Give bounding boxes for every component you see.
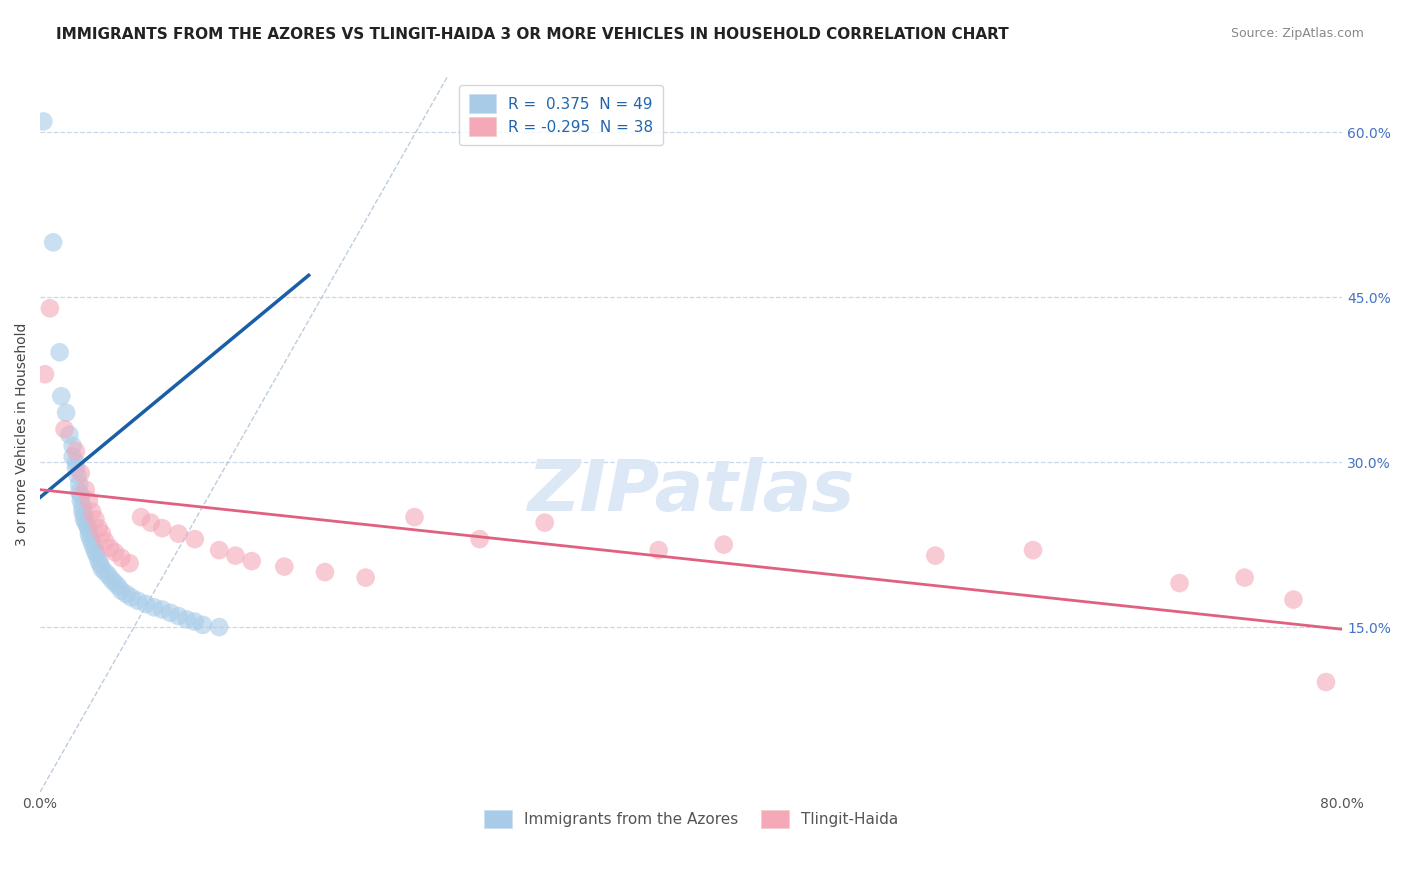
Point (159, 606, 181, 620)
Point (191, 618, 214, 632)
Point (51, 389, 73, 403)
Point (73, 512, 96, 526)
Point (65, 455, 87, 469)
Point (98, 541, 121, 555)
Point (110, 583, 132, 598)
Point (87, 554, 110, 568)
Point (176, 612, 198, 626)
Point (69, 466, 91, 480)
Point (65, 460, 87, 475)
Point (647, 543, 669, 558)
Point (94, 565, 117, 579)
Point (314, 565, 336, 579)
Point (62, 450, 84, 464)
Point (120, 591, 142, 605)
Point (91, 562, 114, 576)
Point (533, 516, 555, 530)
Point (118, 557, 141, 571)
Point (127, 593, 149, 607)
Point (86, 549, 108, 563)
Legend: Immigrants from the Azores, Tlingit-Haida: Immigrants from the Azores, Tlingit-Haid… (478, 804, 904, 834)
Point (150, 602, 173, 616)
Y-axis label: 3 or more Vehicles in Household: 3 or more Vehicles in Household (15, 323, 30, 547)
Point (77, 527, 100, 541)
Point (1168, 576, 1191, 591)
Point (62, 439, 84, 453)
Point (72, 499, 94, 513)
Point (184, 532, 207, 546)
Point (77, 493, 100, 508)
Point (404, 510, 426, 524)
Point (107, 579, 129, 593)
Point (32, 114, 55, 128)
Point (208, 620, 231, 634)
Point (66, 468, 89, 483)
Point (75, 516, 97, 530)
Point (58, 427, 80, 442)
Point (77, 524, 100, 538)
Point (713, 538, 735, 552)
Point (139, 516, 162, 530)
Point (79, 532, 101, 546)
Point (91, 526, 114, 541)
Text: ZIPatlas: ZIPatlas (527, 458, 855, 526)
Point (38, 301, 60, 316)
Point (83, 541, 105, 555)
Point (354, 571, 377, 585)
Point (115, 587, 138, 601)
Point (69, 493, 91, 508)
Point (76, 519, 98, 533)
Text: IMMIGRANTS FROM THE AZORES VS TLINGIT-HAIDA 3 OR MORE VEHICLES IN HOUSEHOLD CORR: IMMIGRANTS FROM THE AZORES VS TLINGIT-HA… (56, 27, 1010, 42)
Point (69, 488, 91, 502)
Point (42, 235, 65, 250)
Point (104, 576, 127, 591)
Point (1315, 675, 1337, 690)
Point (110, 550, 132, 565)
Point (104, 545, 127, 559)
Point (67, 477, 90, 491)
Point (82, 505, 104, 519)
Point (84, 545, 107, 559)
Point (143, 600, 166, 615)
Point (135, 597, 157, 611)
Point (240, 554, 263, 568)
Point (94, 534, 117, 549)
Point (34, 368, 56, 382)
Point (87, 521, 110, 535)
Point (73, 508, 96, 522)
Point (167, 526, 190, 541)
Point (1022, 543, 1045, 558)
Point (167, 609, 190, 624)
Point (53, 422, 76, 436)
Point (100, 573, 122, 587)
Point (129, 510, 152, 524)
Point (97, 568, 120, 582)
Point (224, 549, 246, 563)
Point (208, 543, 231, 558)
Point (1233, 571, 1256, 585)
Point (1282, 592, 1305, 607)
Point (48, 345, 70, 359)
Point (468, 532, 491, 546)
Point (65, 444, 87, 458)
Point (89, 558, 111, 572)
Point (75, 483, 97, 497)
Point (150, 521, 173, 535)
Point (84, 512, 107, 526)
Point (72, 505, 94, 519)
Point (55, 406, 77, 420)
Point (184, 615, 207, 629)
Point (273, 559, 295, 574)
Point (67, 484, 90, 499)
Text: Source: ZipAtlas.com: Source: ZipAtlas.com (1230, 27, 1364, 40)
Point (82, 536, 104, 550)
Point (924, 549, 946, 563)
